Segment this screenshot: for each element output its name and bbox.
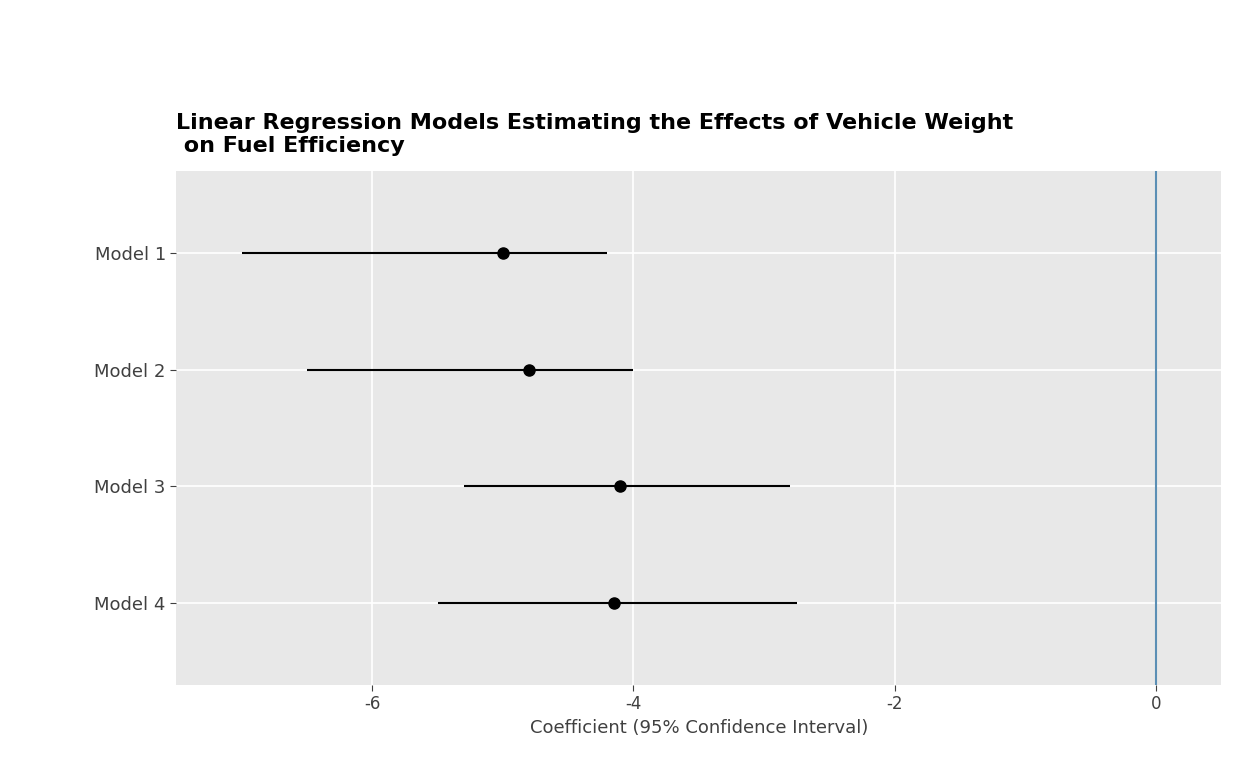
X-axis label: Coefficient (95% Confidence Interval): Coefficient (95% Confidence Interval) <box>530 719 867 737</box>
Text: Linear Regression Models Estimating the Effects of Vehicle Weight
 on Fuel Effic: Linear Regression Models Estimating the … <box>176 113 1013 156</box>
